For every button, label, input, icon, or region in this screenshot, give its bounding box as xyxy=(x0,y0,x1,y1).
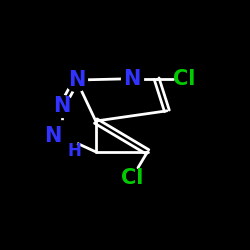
Text: H: H xyxy=(67,142,81,160)
Text: N: N xyxy=(44,126,61,146)
Text: N: N xyxy=(123,69,141,89)
Text: Cl: Cl xyxy=(173,69,196,89)
Text: N: N xyxy=(68,70,85,90)
Text: Cl: Cl xyxy=(121,168,143,188)
Text: N: N xyxy=(54,96,71,116)
